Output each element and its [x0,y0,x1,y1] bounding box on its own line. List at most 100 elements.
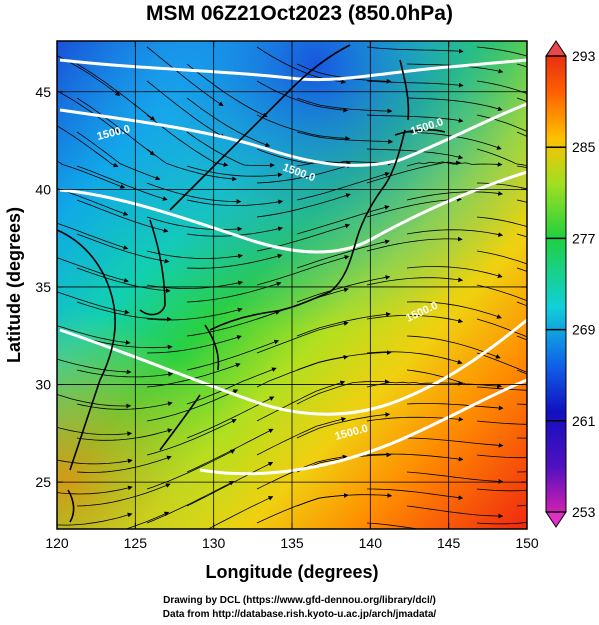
streamline [57,426,133,437]
streamline [57,358,132,375]
streamline [57,55,121,96]
y-tick-label: 30 [35,377,51,393]
streamline [76,131,161,181]
colorbar-tick-label: 285 [572,139,596,155]
x-tick-label: 150 [515,535,539,551]
streamline [366,148,464,160]
streamline [76,165,168,201]
streamline [146,148,237,182]
streamline [256,255,350,286]
streamline [296,312,391,337]
streamline [366,277,464,286]
streamline [57,291,130,315]
contour-line [199,378,527,476]
streamline [366,380,464,388]
streamline [57,257,129,283]
colorbar-tick-label: 293 [572,48,596,64]
coastline-taiwan [67,489,75,523]
credit-drawing: Drawing by DCL (https://www.gfd-dennou.o… [163,595,436,606]
y-tick-label: 25 [35,474,51,490]
streamline [186,253,283,269]
streamline [76,369,174,378]
streamline [296,379,390,405]
streamline [366,80,464,88]
streamline [256,380,346,422]
x-tick-label: 130 [202,535,226,551]
colorbar-bottom-arrow [545,511,567,528]
streamline [146,307,243,321]
coastline-korea [139,219,166,316]
streamline [256,163,352,184]
streamline [76,301,172,322]
streamline [256,354,349,388]
streamline [366,453,464,462]
streamline [76,63,156,121]
coastline-china [57,229,116,471]
streamline [256,193,351,218]
streamline [406,161,503,167]
streamline [406,369,502,389]
coastline-asia [169,44,351,211]
streamline [366,46,464,54]
coastline-hokkaido [394,129,446,136]
x-tick-label: 120 [45,535,69,551]
coastline-japan [209,129,406,331]
colorbar-top-arrow [545,40,567,57]
y-axis-ticks: 25 30 35 40 45 [35,84,527,490]
streamline [76,428,173,441]
streamline [406,437,504,448]
streamline [146,80,226,139]
streamline [186,97,271,147]
lat-lon-grid [57,41,527,529]
streamline [186,165,283,178]
streamline [256,80,349,113]
streamline [296,160,393,167]
streamline [296,412,391,439]
streamline [146,419,237,456]
streamline [476,420,527,425]
streamline [476,284,527,302]
streamline [146,250,243,259]
streamline [57,485,133,495]
streamline [366,197,462,218]
colorbar-tick-label: 277 [572,230,596,246]
streamline [296,97,393,114]
x-axis-ticks: 120 125 130 135 140 145 150 [45,41,539,551]
wind-streamlines [57,46,527,529]
contour-line [59,102,527,167]
streamline [296,205,390,235]
streamline [367,488,464,500]
streamline [76,267,171,293]
streamline [57,512,133,526]
streamline [406,229,504,237]
colorbar-tick-label: 269 [572,322,596,338]
contour-line [59,318,527,416]
streamline [57,125,119,168]
streamline [76,233,170,264]
streamline [476,318,527,338]
x-axis-title: Longitude (degrees) [205,562,378,582]
coastlines [57,44,446,523]
streamline [57,188,129,216]
streamline [76,97,155,156]
streamline [146,182,242,204]
streamline [256,148,352,166]
streamline [57,458,133,465]
streamline [146,216,243,232]
streamline [476,454,527,459]
y-axis-title: Latitude (degrees) [4,207,24,363]
streamline [207,496,274,529]
streamline [57,90,119,133]
streamline [296,171,390,201]
streamline [124,511,170,529]
streamline [406,191,503,201]
streamline [476,148,527,167]
streamline [476,521,527,525]
streamline [57,393,132,409]
streamline [256,114,351,141]
streamline [476,386,527,391]
streamline [476,80,527,95]
streamline [76,483,171,507]
streamline [57,160,126,189]
